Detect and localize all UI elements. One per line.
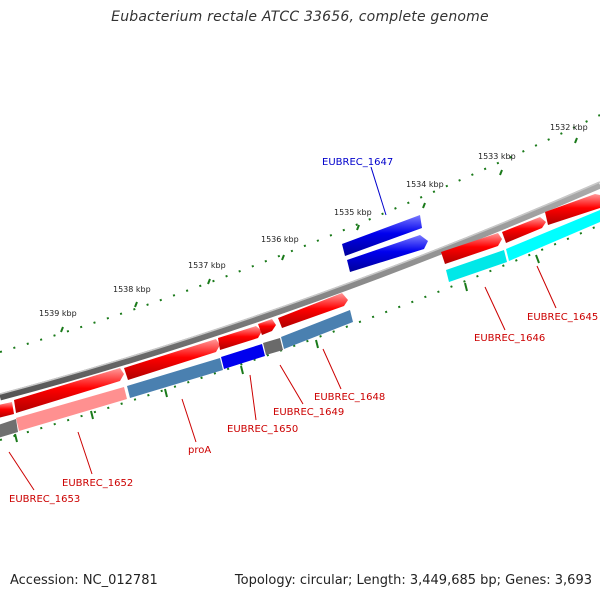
gene-label-eubrec-1649[interactable]: EUBREC_1649 [273, 407, 344, 418]
gene-label-eubrec-1653[interactable]: EUBREC_1653 [9, 494, 80, 505]
gene-label-eubrec-1650[interactable]: EUBREC_1650 [227, 424, 298, 435]
callout-lines [8, 166, 557, 491]
gene-label-eubrec-1648[interactable]: EUBREC_1648 [314, 392, 385, 403]
tick-label: 1536 kbp [261, 235, 299, 244]
tick-label: 1537 kbp [188, 261, 226, 270]
inner-major-ticks [14, 254, 540, 443]
tick-label: 1532 kbp [550, 123, 588, 132]
accession-text: Accession: NC_012781 [10, 573, 158, 588]
tick-label: 1538 kbp [113, 285, 151, 294]
tick-label: 1539 kbp [39, 309, 77, 318]
genome-summary-text: Topology: circular; Length: 3,449,685 bp… [234, 573, 592, 588]
page-title: Eubacterium rectale ATCC 33656, complete… [111, 9, 489, 25]
outer-scale-track [0, 114, 600, 353]
backbone-highlight [0, 181, 600, 395]
gene-eubrec-1647[interactable] [342, 215, 428, 272]
tick-label: 1534 kbp [406, 180, 444, 189]
cds-track[interactable] [0, 210, 600, 438]
outer-major-ticks [60, 137, 578, 333]
forward-strand-genes[interactable] [0, 194, 600, 418]
tick-label: 1533 kbp [478, 152, 516, 161]
genome-backbone [0, 181, 600, 401]
tick-label: 1535 kbp [334, 208, 372, 217]
gene-label-eubrec-1646[interactable]: EUBREC_1646 [474, 333, 545, 344]
gene-label-eubrec-1645[interactable]: EUBREC_1645 [527, 312, 598, 323]
gene-label-proa[interactable]: proA [188, 445, 211, 456]
gene-label-eubrec-1652[interactable]: EUBREC_1652 [62, 478, 133, 489]
gene-label-eubrec-1647[interactable]: EUBREC_1647 [322, 157, 393, 168]
